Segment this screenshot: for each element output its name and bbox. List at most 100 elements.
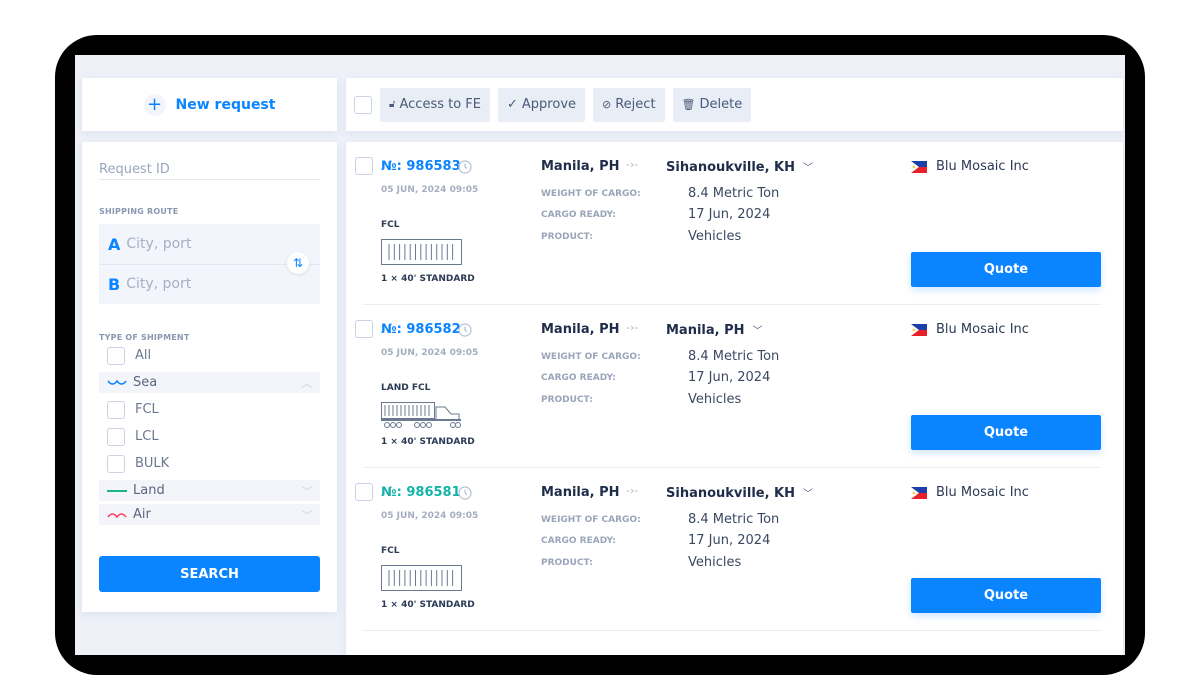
- clock-icon[interactable]: [458, 486, 472, 500]
- shipment-type: LAND FCL: [381, 383, 431, 393]
- sea-bulk-checkbox[interactable]: BULK: [99, 450, 320, 477]
- company: Blu Mosaic Inc: [911, 485, 1029, 500]
- air-wave-icon: [107, 512, 127, 518]
- divider: [363, 304, 1101, 305]
- land-group-toggle[interactable]: Land ﹀: [99, 480, 320, 501]
- route-b-letter: B: [108, 274, 121, 294]
- philippines-flag-icon: [911, 160, 927, 173]
- check-icon: ✓: [507, 97, 518, 112]
- destination-dropdown[interactable]: Manila, PH ﹀: [666, 322, 763, 338]
- shipping-route-label: SHIPPING ROUTE: [99, 207, 179, 216]
- request-date: 05 JUN, 2024 09:05: [381, 185, 479, 195]
- type-all-checkbox[interactable]: All: [99, 342, 320, 369]
- quote-button[interactable]: Quote: [911, 252, 1101, 287]
- request-number[interactable]: №: 986582: [381, 322, 461, 337]
- swap-icon[interactable]: ⇅: [287, 252, 309, 274]
- product-value: Vehicles: [688, 555, 742, 570]
- request-number[interactable]: №: 986583: [381, 159, 461, 174]
- route-a-letter: A: [108, 234, 121, 254]
- container-quantity: 1 × 40' STANDARD: [381, 274, 475, 284]
- request-number[interactable]: №: 986581: [381, 485, 461, 500]
- request-date: 05 JUN, 2024 09:05: [381, 511, 479, 521]
- type-of-shipment-label: TYPE OF SHIPMENT: [99, 333, 190, 342]
- request-row: №: 986581 05 JUN, 2024 09:05 FCL 1 × 40'…: [346, 468, 1123, 631]
- destination-dropdown[interactable]: Sihanoukville, KH ﹀: [666, 485, 813, 501]
- request-id-input[interactable]: Request ID: [99, 162, 320, 180]
- access-to-fe-button[interactable]: 🔓︎ Access to FE: [380, 87, 490, 122]
- quote-button[interactable]: Quote: [911, 415, 1101, 450]
- reject-button[interactable]: ⊘ Reject: [593, 87, 665, 122]
- weight-label: WEIGHT OF CARGO:: [541, 189, 641, 199]
- quote-button[interactable]: Quote: [911, 578, 1101, 613]
- container-icon: [381, 565, 462, 591]
- divider: [363, 630, 1101, 631]
- row-checkbox[interactable]: [355, 320, 373, 338]
- delete-button[interactable]: 🗑︎ Delete: [672, 87, 752, 122]
- approve-button[interactable]: ✓ Approve: [498, 87, 586, 122]
- row-checkbox[interactable]: [355, 157, 373, 175]
- divider: [99, 264, 320, 265]
- sea-fcl-checkbox[interactable]: FCL: [99, 396, 320, 423]
- checkbox[interactable]: [107, 400, 125, 419]
- search-button[interactable]: SEARCH: [99, 556, 320, 592]
- weight-value: 8.4 Metric Ton: [688, 512, 780, 527]
- lock-open-icon: 🔓︎: [389, 99, 396, 110]
- clock-icon[interactable]: [458, 160, 472, 174]
- weight-value: 8.4 Metric Ton: [688, 186, 780, 201]
- land-label: Land: [133, 483, 165, 498]
- arrow-right-icon: -›-: [626, 484, 639, 497]
- shipment-type: FCL: [381, 546, 400, 556]
- arrow-right-icon: -›-: [626, 158, 639, 171]
- chevron-down-icon: ﹀: [752, 326, 763, 337]
- truck-icon: [381, 402, 461, 428]
- reject-label: Reject: [615, 97, 656, 112]
- cargo-ready-label: CARGO READY:: [541, 210, 616, 220]
- route-a-input[interactable]: A City, port: [99, 224, 320, 264]
- container-quantity: 1 × 40' STANDARD: [381, 437, 475, 447]
- philippines-flag-icon: [911, 486, 927, 499]
- shipment-type: FCL: [381, 220, 400, 230]
- cargo-ready-value: 17 Jun, 2024: [688, 207, 771, 222]
- app-screen: + New request 🔓︎ Access to FE ✓ Approve ⊘ R…: [75, 55, 1125, 655]
- trash-icon: 🗑︎: [681, 98, 696, 111]
- company-name: Blu Mosaic Inc: [936, 159, 1029, 174]
- weight-label: WEIGHT OF CARGO:: [541, 352, 641, 362]
- sea-lcl-checkbox[interactable]: LCL: [99, 423, 320, 450]
- cargo-ready-value: 17 Jun, 2024: [688, 533, 771, 548]
- divider: [363, 467, 1101, 468]
- route-b-input[interactable]: B City, port: [99, 264, 320, 304]
- philippines-flag-icon: [911, 323, 927, 336]
- checkbox[interactable]: [107, 427, 125, 446]
- lcl-label: LCL: [135, 429, 159, 444]
- route-b-placeholder: City, port: [126, 276, 192, 292]
- checkbox[interactable]: [107, 346, 125, 365]
- request-list: №: 986583 05 JUN, 2024 09:05 FCL 1 × 40'…: [346, 142, 1123, 655]
- line-icon: [107, 489, 127, 492]
- ban-icon: ⊘: [602, 98, 612, 111]
- origin-city: Manila, PH: [541, 322, 620, 337]
- origin-city: Manila, PH: [541, 485, 620, 500]
- checkbox[interactable]: [107, 454, 125, 473]
- fcl-label: FCL: [135, 402, 159, 417]
- company: Blu Mosaic Inc: [911, 322, 1029, 337]
- row-checkbox[interactable]: [355, 483, 373, 501]
- destination-dropdown[interactable]: Sihanoukville, KH ﹀: [666, 159, 813, 175]
- approve-label: Approve: [521, 97, 577, 112]
- new-request-button[interactable]: + New request: [82, 78, 337, 131]
- arrow-right-icon: -›-: [626, 321, 639, 334]
- chevron-down-icon: ﹀: [803, 489, 814, 500]
- weight-value: 8.4 Metric Ton: [688, 349, 780, 364]
- route-a-placeholder: City, port: [126, 236, 192, 252]
- chevron-down-icon: ﹀: [302, 487, 312, 498]
- chevron-up-icon: ︿: [302, 379, 312, 390]
- destination-city: Sihanoukville, KH: [666, 160, 796, 175]
- request-date: 05 JUN, 2024 09:05: [381, 348, 479, 358]
- sea-group-toggle[interactable]: Sea ︿: [99, 372, 320, 393]
- clock-icon[interactable]: [458, 323, 472, 337]
- destination-city: Sihanoukville, KH: [666, 486, 796, 501]
- destination-city: Manila, PH: [666, 323, 745, 338]
- select-all-checkbox[interactable]: [354, 95, 372, 114]
- air-group-toggle[interactable]: Air ﹀: [99, 504, 320, 525]
- company-name: Blu Mosaic Inc: [936, 485, 1029, 500]
